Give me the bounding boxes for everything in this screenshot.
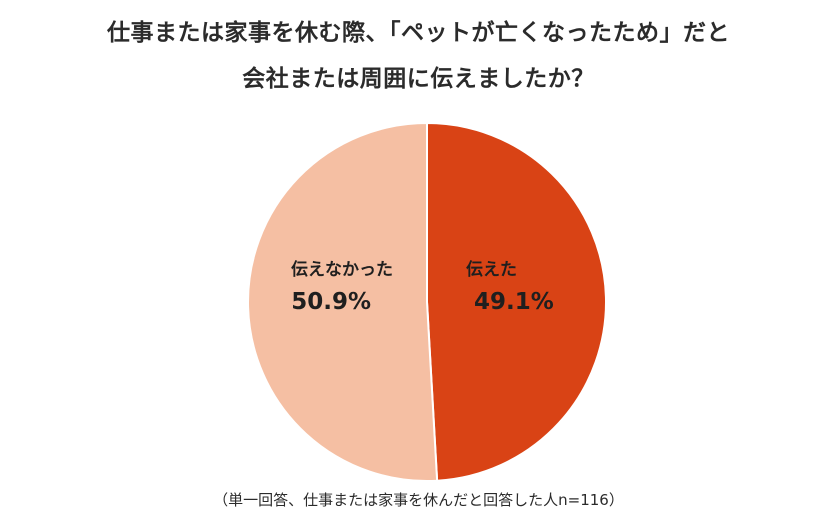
slice-value-told: 49.1% [474, 289, 554, 315]
sample-note: （単一回答、仕事または家事を休んだと回答した人n=116） [213, 491, 624, 509]
slice-label-told: 伝えた [466, 259, 517, 280]
pie-slice-told [426, 121, 607, 482]
slice-value-not-told: 50.9% [291, 289, 371, 315]
slice-label-not-told: 伝えなかった [291, 259, 393, 280]
chart-title-line-1: 仕事または家事を休む際、「ペットが亡くなったため」だと [107, 20, 730, 46]
pie-slice-not-told [247, 121, 439, 482]
chart-title-line-2: 会社または周囲に伝えましたか？ [242, 66, 595, 92]
